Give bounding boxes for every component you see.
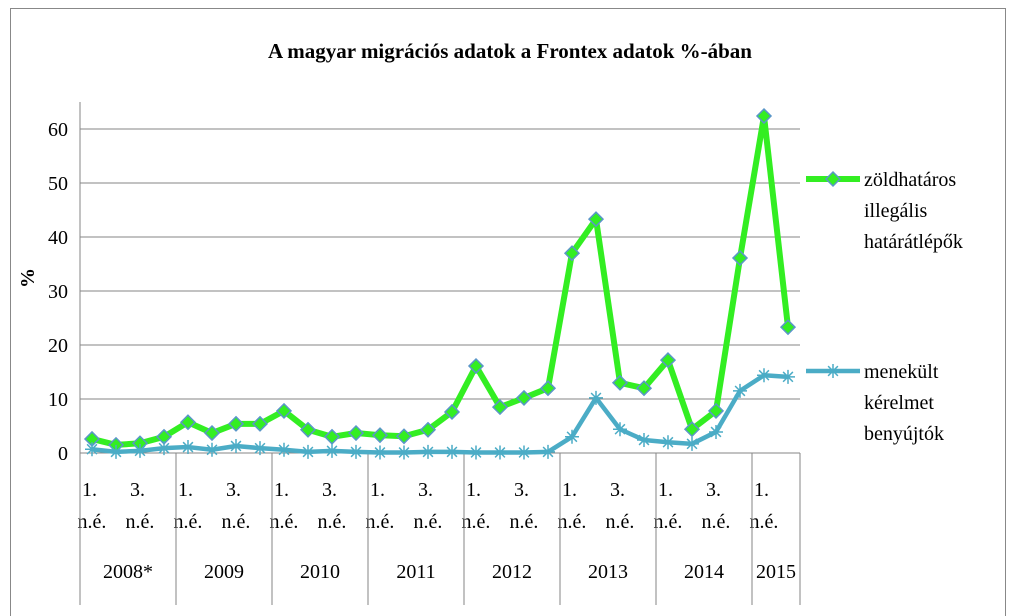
marker [491,399,509,416]
series-line [91,113,791,448]
marker [325,443,339,458]
marker [683,421,701,438]
marker [85,442,99,457]
x-tick-label: 1. n.é. [366,479,395,533]
marker [515,389,533,406]
y-tick-label: 20 [48,335,68,357]
marker [395,428,413,445]
x-tick-label: 3. n.é. [702,479,731,533]
marker [443,403,461,421]
marker [757,368,771,383]
x-tick-label: 1. n.é. [654,479,683,533]
x-tick-label: 1. n.é. [270,479,299,533]
marker [181,440,195,455]
group-label: 2011 [396,561,435,583]
x-tick-label: 1. n.é. [750,479,779,533]
marker [611,374,629,391]
marker [109,444,123,459]
y-tick-label: 50 [48,173,68,195]
y-tick-label: 0 [58,443,68,465]
y-axis-label: % [17,268,39,288]
marker [731,249,749,267]
marker [203,424,221,442]
marker [613,422,627,437]
marker [563,245,581,262]
marker [467,357,485,375]
chart-frame [10,8,1006,616]
x-tick-label: 1. n.é. [462,479,491,533]
x-tick-label: 3. n.é. [606,479,635,533]
marker [587,211,605,228]
y-tick-label: 10 [48,389,68,411]
group-label: 2008* [103,561,153,583]
x-tick-label: 3. n.é. [318,479,347,533]
marker [253,441,267,456]
marker [301,444,315,459]
marker [157,441,171,456]
x-tick-label: 3. n.é. [414,479,443,533]
marker [755,107,773,125]
marker [349,444,363,459]
marker [517,445,531,460]
marker [733,383,747,398]
x-tick-label: 1. n.é. [558,479,587,533]
marker [659,352,677,369]
marker [707,402,725,419]
x-tick-label: 1. n.é. [78,479,107,533]
group-label: 2009 [204,561,244,583]
marker [539,380,557,397]
marker [637,433,651,448]
marker [685,436,699,451]
x-tick-label: 3. n.é. [126,479,155,533]
marker [779,319,797,336]
marker [275,402,293,419]
marker [445,444,459,459]
marker [493,445,507,460]
marker [421,444,435,459]
marker [781,369,795,384]
marker [589,390,603,405]
legend-marker [826,364,840,378]
group-label: 2014 [684,561,724,583]
y-tick-label: 40 [48,227,68,249]
legend-label: zöldhatáros illegális határátlépők [864,169,963,253]
marker [323,428,341,445]
group-label: 2012 [492,561,532,583]
marker [541,444,555,459]
marker [227,415,245,432]
legend-marker [824,170,842,188]
y-tick-label: 60 [48,119,68,141]
marker [347,424,365,442]
marker [469,445,483,460]
marker [373,445,387,460]
marker [299,421,317,438]
x-tick-label: 1. n.é. [174,479,203,533]
marker [709,424,723,439]
marker [661,435,675,450]
group-label: 2013 [588,561,628,583]
marker [565,429,579,444]
marker [635,380,653,397]
marker [133,443,147,458]
marker [229,438,243,453]
x-tick-label: 3. n.é. [510,479,539,533]
marker [205,442,219,457]
marker [179,414,197,431]
x-tick-label: 3. n.é. [222,479,251,533]
marker [419,421,437,438]
marker [251,415,269,432]
group-label: 2015 [756,561,796,583]
group-label: 2010 [300,561,340,583]
chart-title: A magyar migrációs adatok a Frontex adat… [268,39,752,63]
marker [277,442,291,457]
marker [371,427,389,444]
y-tick-label: 30 [48,281,68,303]
legend-label: menekült kérelmet benyújtók [864,361,944,445]
marker [397,445,411,460]
